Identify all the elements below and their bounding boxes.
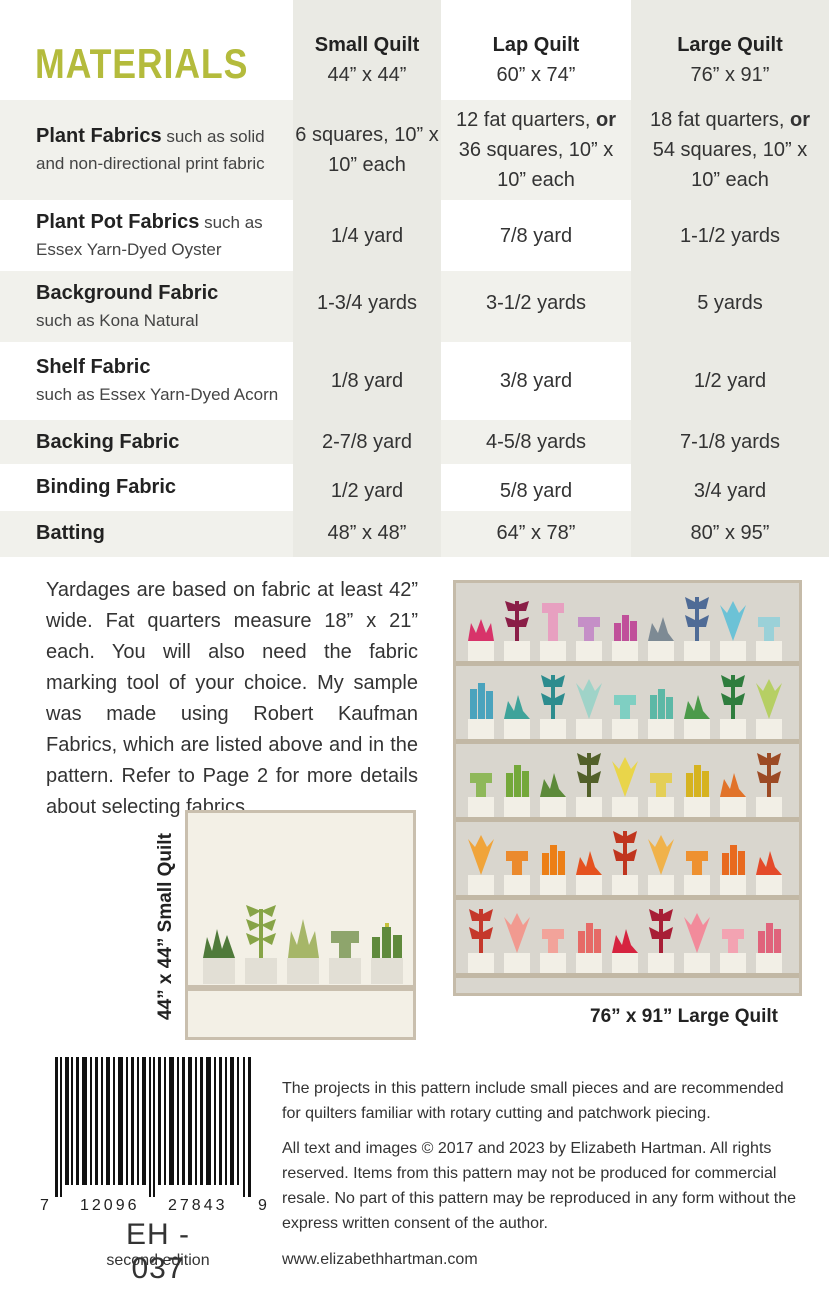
- cell-small: 1/8 yard: [330, 370, 404, 392]
- row-label: Plant Pot Fabrics such as Essex Yarn-Dye…: [36, 200, 291, 271]
- row-name: Batting: [36, 521, 105, 544]
- cell-large: 1/2 yard: [693, 370, 767, 392]
- barcode: [55, 1057, 251, 1197]
- cell-lap: 7/8 yard: [499, 224, 573, 247]
- cell-text: 18 fat quarters,: [649, 109, 791, 131]
- row-name: Plant Pot Fabrics: [36, 210, 200, 233]
- row-name: Background Fabric: [36, 281, 219, 304]
- column-name: Large Quilt: [677, 34, 783, 56]
- cell-large: 18 fat quarters, or 54 squares, 10” x 10”…: [631, 100, 829, 200]
- row-name: Binding Fabric: [36, 476, 176, 498]
- cell-text: 54 squares, 10” x 10” each: [652, 139, 808, 191]
- cell-text: 12 fat quarters,: [455, 109, 597, 131]
- column-size: 44” x 44”: [327, 64, 407, 86]
- barcode-digits-left: 12096: [80, 1197, 140, 1214]
- column-header-small: Small Quilt 44” x 44”: [293, 30, 441, 90]
- copyright-notice: All text and images © 2017 and 2023 by E…: [282, 1140, 797, 1232]
- yardage-description: Yardages are based on fabric at least 42…: [46, 579, 418, 818]
- cell-small: 2-7/8 yard: [321, 431, 413, 453]
- column-name: Small Quilt: [314, 34, 420, 56]
- row-label: Binding Fabric: [36, 464, 291, 511]
- cell-text: 36 squares, 10” x 10” each: [458, 139, 614, 191]
- cell-small: 1/2 yard: [330, 479, 404, 502]
- column-header-large: Large Quilt 76” x 91”: [631, 30, 829, 90]
- column-large: [631, 0, 829, 557]
- column-size: 60” x 74”: [496, 64, 576, 86]
- skill-notice: The projects in this pattern include sma…: [282, 1080, 784, 1122]
- barcode-digits-right: 27843: [168, 1197, 228, 1214]
- row-description: such as Essex Yarn-Dyed Oyster: [36, 212, 263, 259]
- row-label: Batting: [36, 511, 291, 555]
- large-quilt-illustration: [456, 583, 799, 993]
- column-small: [293, 0, 441, 557]
- row-description: such as Kona Natural: [36, 310, 199, 330]
- row-name: Plant Fabrics: [36, 125, 162, 147]
- cell-large: 3/4 yard: [693, 479, 767, 502]
- row-description: such as solid and non-directional print …: [36, 127, 265, 173]
- row-label: Plant Fabrics such as solid and non-dire…: [36, 100, 291, 200]
- cell-or: or: [596, 109, 617, 131]
- cell-large: 5 yards: [697, 292, 763, 314]
- barcode-digit: 9: [258, 1197, 267, 1214]
- cell-lap: 3-1/2 yards: [485, 292, 587, 314]
- cell-lap: 12 fat quarters, or 36 squares, 10” x 10”…: [441, 100, 631, 200]
- cell-large: 80” x 95”: [690, 522, 770, 544]
- row-label: Backing Fabric: [36, 420, 291, 464]
- small-quilt-label: 44” x 44” Small Quilt: [155, 833, 176, 1020]
- large-quilt-image: [453, 580, 802, 996]
- small-quilt-illustration: [188, 905, 413, 991]
- column-header-lap: Lap Quilt 60” x 74”: [441, 30, 631, 90]
- column-name: Lap Quilt: [492, 34, 580, 56]
- row-description: such as Essex Yarn-Dyed Acorn: [36, 385, 279, 404]
- cell-small: 6 squares, 10” x 10” each: [295, 124, 439, 176]
- barcode-digit: 7: [40, 1197, 49, 1214]
- cell-lap: 64” x 78”: [496, 522, 576, 544]
- pattern-code: EH - 037: [126, 1218, 190, 1285]
- row-name: Shelf Fabric: [36, 356, 151, 378]
- small-quilt-image: [185, 810, 416, 1040]
- row-label: Background Fabric such as Kona Natural: [36, 271, 291, 342]
- large-quilt-label: 76” x 91” Large Quilt: [590, 1006, 778, 1027]
- cell-lap: 5/8 yard: [499, 479, 573, 502]
- cell-lap: 4-5/8 yards: [485, 431, 587, 453]
- cell-small: 1-3/4 yards: [316, 292, 418, 314]
- cell-large: 7-1/8 yards: [679, 431, 781, 453]
- cell-lap: 3/8 yard: [499, 370, 573, 392]
- column-size: 76” x 91”: [690, 64, 770, 86]
- edition: second edition: [106, 1252, 210, 1269]
- row-label: Shelf Fabric such as Essex Yarn-Dyed Aco…: [36, 342, 291, 420]
- cell-or: or: [790, 109, 811, 131]
- row-name: Backing Fabric: [36, 430, 180, 453]
- cell-small: 1/4 yard: [330, 224, 404, 247]
- website-link[interactable]: www.elizabethhartman.com: [282, 1251, 478, 1268]
- cell-small: 48” x 48”: [327, 522, 407, 544]
- cell-large: 1-1/2 yards: [679, 224, 781, 247]
- materials-title: MATERIALS: [35, 40, 249, 87]
